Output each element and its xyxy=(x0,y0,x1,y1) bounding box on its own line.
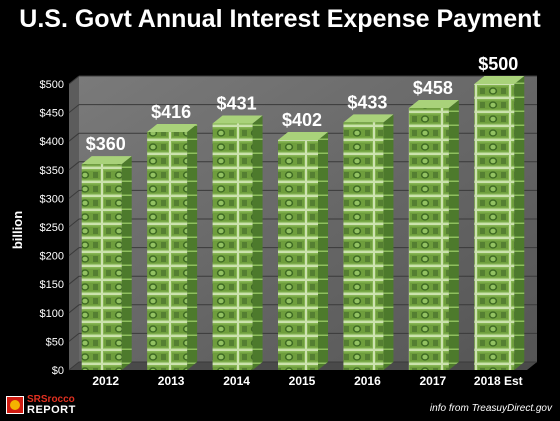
y-axis-label: billion xyxy=(10,211,25,249)
y-tick-label: $400 xyxy=(40,136,64,148)
bar-side xyxy=(121,156,132,370)
bar xyxy=(408,100,459,371)
gridline-side xyxy=(68,218,80,228)
x-tick-label: 2016 xyxy=(354,374,381,388)
gridline-side xyxy=(68,275,80,285)
bar-side xyxy=(187,124,198,370)
chart-title: U.S. Govt Annual Interest Expense Paymen… xyxy=(19,5,541,33)
bar-front xyxy=(343,122,384,370)
x-tick-label: 2012 xyxy=(92,374,119,388)
bar-top xyxy=(474,76,525,84)
y-tick-label: $100 xyxy=(40,308,64,320)
bar-top xyxy=(343,114,394,123)
bar-top xyxy=(147,124,198,133)
data-label: $416 xyxy=(151,102,191,122)
data-label: $458 xyxy=(413,78,453,98)
bar-front xyxy=(147,132,188,370)
logo-line2: REPORT xyxy=(27,404,76,416)
data-label: $360 xyxy=(86,134,126,154)
gridline-side xyxy=(68,247,80,256)
bar xyxy=(343,114,394,370)
data-label: $433 xyxy=(347,92,387,112)
logo-line1: SRSrocco xyxy=(27,394,75,405)
bar-side xyxy=(318,132,328,370)
bar-side xyxy=(448,100,459,371)
bar xyxy=(278,132,328,370)
bar xyxy=(147,124,198,370)
bar xyxy=(81,156,132,370)
y-tick-label: $200 xyxy=(40,251,64,263)
gridline-side xyxy=(68,132,80,142)
gridline-side xyxy=(68,333,80,342)
gridline-side xyxy=(68,104,80,113)
bar-front xyxy=(408,108,449,371)
gridline-side xyxy=(68,190,80,199)
bar-front xyxy=(474,84,515,370)
y-tick-label: $50 xyxy=(46,336,64,348)
gridline-side xyxy=(68,304,80,314)
srsrocco-logo: SRSrocco REPORT xyxy=(6,394,94,416)
x-tick-label: 2018 Est xyxy=(474,374,523,388)
bar-top xyxy=(81,156,132,165)
y-tick-label: $0 xyxy=(52,365,64,377)
bar-side xyxy=(514,76,525,370)
bar-top xyxy=(212,115,263,124)
data-label: $500 xyxy=(478,54,518,74)
x-tick-label: 2014 xyxy=(223,374,250,388)
x-tick-label: 2013 xyxy=(158,374,185,388)
y-tick-label: $350 xyxy=(40,165,64,177)
y-tick-label: $150 xyxy=(40,279,64,291)
data-label: $431 xyxy=(217,93,257,113)
source-note: info from TreasuyDirect.gov xyxy=(429,403,552,414)
logo-badge-icon xyxy=(6,396,24,414)
x-tick-label: 2017 xyxy=(420,374,447,388)
y-tick-label: $250 xyxy=(40,222,64,234)
y-tick-label: $450 xyxy=(40,108,64,120)
gridline-side xyxy=(68,75,80,85)
bar xyxy=(212,115,263,370)
y-tick-label: $500 xyxy=(40,79,64,91)
bar-front xyxy=(278,140,318,370)
bar xyxy=(474,76,525,370)
bar-top xyxy=(278,132,328,141)
x-tick-label: 2015 xyxy=(289,374,316,388)
gridline-side xyxy=(68,161,80,171)
bar-front xyxy=(212,123,253,370)
bar-side xyxy=(252,115,263,370)
gridline-side xyxy=(68,361,80,371)
data-label: $402 xyxy=(282,110,322,130)
y-tick-label: $300 xyxy=(40,193,64,205)
bar-side xyxy=(383,114,394,370)
bar-front xyxy=(81,164,122,370)
bar-top xyxy=(408,100,459,109)
